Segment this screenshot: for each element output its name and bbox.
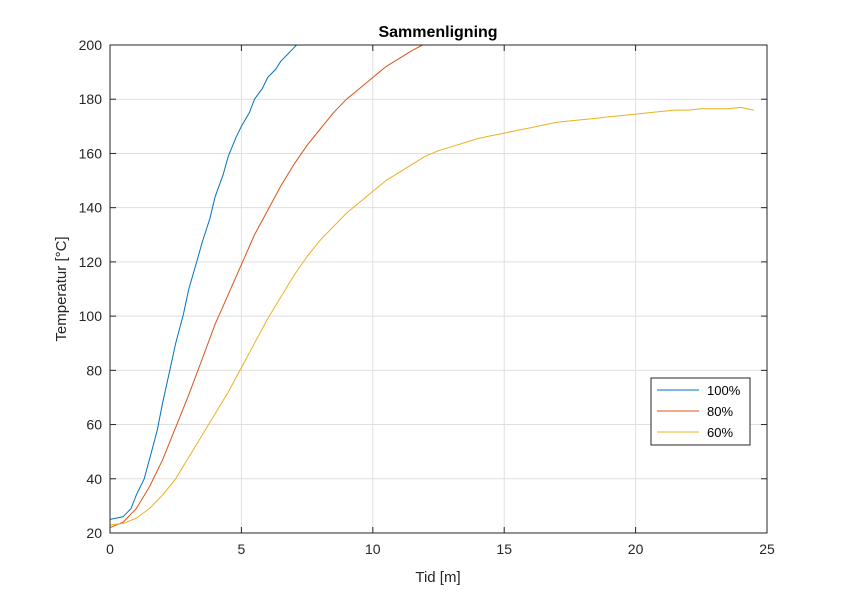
x-tick-label: 5 <box>238 541 246 557</box>
x-tick-label: 0 <box>106 541 114 557</box>
legend-label: 60% <box>707 425 733 440</box>
y-tick-label: 120 <box>79 254 103 270</box>
x-tick-label: 25 <box>759 541 775 557</box>
axis-ticks: 0 5 10 15 20 25 20 40 60 80 100 120 140 160 180 200 <box>79 37 775 557</box>
chart-title: Sammenligning <box>378 24 497 41</box>
y-tick-label: 80 <box>86 362 102 378</box>
y-tick-label: 160 <box>79 145 103 161</box>
plot-background <box>110 45 767 533</box>
y-tick-label: 40 <box>86 471 102 487</box>
y-axis-label: Temperatur [°C] <box>53 236 70 341</box>
series-line-0 <box>109 44 297 520</box>
series-lines <box>109 44 755 529</box>
plot-frame <box>109 44 768 534</box>
x-tick-label: 20 <box>628 541 644 557</box>
y-tick-label: 140 <box>79 200 103 216</box>
legend: 100% 80% 60% <box>650 377 751 446</box>
x-axis-label: Tid [m] <box>415 569 460 586</box>
y-tick-label: 60 <box>86 417 102 433</box>
y-tick-label: 180 <box>79 91 103 107</box>
legend-label: 80% <box>707 404 733 419</box>
y-tick-label: 20 <box>86 525 102 541</box>
y-tick-label: 200 <box>79 37 103 53</box>
y-tick-label: 100 <box>79 308 103 324</box>
x-tick-label: 15 <box>496 541 512 557</box>
series-line-1 <box>109 44 423 529</box>
series-line-2 <box>109 106 755 526</box>
x-tick-label: 10 <box>365 541 381 557</box>
legend-label: 100% <box>707 383 741 398</box>
